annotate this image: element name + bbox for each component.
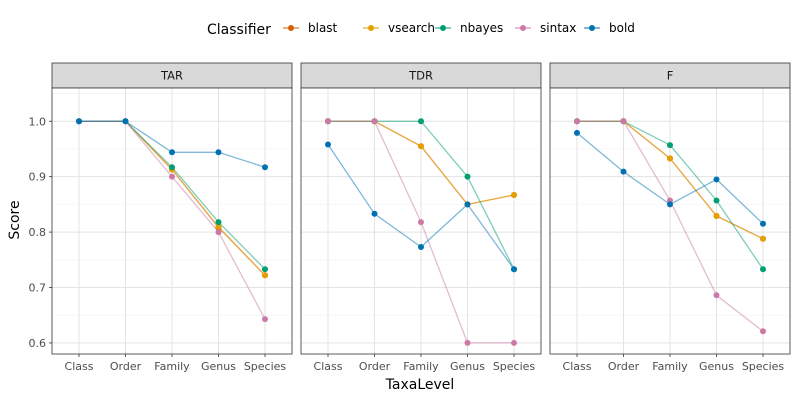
data-point-nbayes xyxy=(262,266,268,273)
legend-item-bold: bold xyxy=(584,21,635,35)
x-tick-label: Family xyxy=(154,360,190,373)
legend-label-blast: blast xyxy=(308,21,338,35)
x-tick-label: Genus xyxy=(699,360,734,373)
facet-strip-label: TAR xyxy=(160,69,183,83)
x-tick-label: Species xyxy=(493,360,536,373)
data-point-bold xyxy=(667,201,673,208)
data-point-sintax xyxy=(574,118,580,125)
legend-key-point-blast xyxy=(288,25,294,31)
data-point-bold xyxy=(76,118,82,125)
data-point-sintax xyxy=(215,229,222,236)
data-point-sintax xyxy=(760,328,766,335)
data-point-vsearch xyxy=(215,223,222,230)
legend-item-blast: blast xyxy=(283,21,338,35)
y-tick-label: 0.9 xyxy=(29,171,47,184)
data-point-sintax xyxy=(262,316,268,323)
data-point-bold xyxy=(511,266,517,273)
legend-key-point-sintax xyxy=(520,25,526,31)
data-point-vsearch xyxy=(713,213,720,220)
facet-strip-label: TDR xyxy=(408,69,433,83)
data-point-vsearch xyxy=(667,155,673,162)
x-tick-label: Genus xyxy=(201,360,236,373)
legend-key-point-bold xyxy=(589,25,595,31)
legend-key-point-vsearch xyxy=(368,25,374,31)
data-point-vsearch xyxy=(511,191,517,198)
data-point-bold xyxy=(713,176,720,183)
panel-TAR: TAR Class Order Family Genus Species 0.6 0.7 0.8… xyxy=(29,62,293,373)
y-tick-label: 0.7 xyxy=(29,282,47,295)
data-point-nbayes xyxy=(713,197,720,204)
data-point-sintax xyxy=(713,292,720,299)
y-axis-title: Score xyxy=(7,200,23,239)
data-point-sintax xyxy=(511,339,517,346)
x-tick-label: Order xyxy=(608,360,640,373)
data-point-vsearch xyxy=(760,235,766,242)
data-point-bold xyxy=(464,201,471,208)
x-tick-label: Family xyxy=(652,360,688,373)
x-tick-label: Order xyxy=(359,360,391,373)
x-tick-label: Genus xyxy=(450,360,485,373)
data-point-bold xyxy=(418,244,424,251)
legend-key-point-nbayes xyxy=(440,25,446,31)
data-point-vsearch xyxy=(418,143,424,150)
data-point-bold xyxy=(262,164,268,171)
data-point-sintax xyxy=(325,118,331,125)
legend-label-nbayes: nbayes xyxy=(460,21,503,35)
legend-label-bold: bold xyxy=(609,21,635,35)
facet-strip xyxy=(300,62,542,89)
x-tick-label: Family xyxy=(403,360,439,373)
legend-item-vsearch: vsearch xyxy=(363,21,435,35)
data-point-bold xyxy=(760,220,766,227)
data-point-nbayes xyxy=(760,266,766,273)
x-tick-label: Class xyxy=(314,360,343,373)
y-tick-label: 0.8 xyxy=(29,226,47,239)
data-point-bold xyxy=(122,118,129,125)
data-point-sintax xyxy=(371,118,378,125)
data-point-nbayes xyxy=(418,118,424,125)
facet-strip-label: F xyxy=(667,69,674,83)
data-point-sintax xyxy=(418,219,424,226)
x-tick-label: Class xyxy=(65,360,94,373)
data-point-bold xyxy=(325,141,331,148)
legend-item-nbayes: nbayes xyxy=(435,21,503,35)
x-axis-title: TaxaLevel xyxy=(385,377,455,393)
legend-title: Classifier xyxy=(207,22,271,38)
panels: TAR Class Order Family Genus Species 0.6 0.7 0.8… xyxy=(29,62,791,373)
legend: Classifier blast vsearch nbayes sintax bold xyxy=(207,21,635,38)
x-tick-label: Species xyxy=(244,360,287,373)
legend-label-sintax: sintax xyxy=(540,21,576,35)
data-point-bold xyxy=(371,210,378,217)
panel-F: F Class Order Family Genus Species xyxy=(549,62,791,373)
facet-strip xyxy=(549,62,791,89)
x-tick-label: Class xyxy=(563,360,592,373)
data-point-nbayes xyxy=(215,219,222,226)
data-point-sintax xyxy=(464,339,471,346)
data-point-sintax xyxy=(620,118,627,125)
data-point-bold xyxy=(574,129,580,136)
data-point-bold xyxy=(215,149,222,156)
y-tick-label: 0.6 xyxy=(29,337,47,350)
y-tick-label: 1.0 xyxy=(29,115,47,128)
legend-item-sintax: sintax xyxy=(515,21,576,35)
data-point-nbayes xyxy=(667,142,673,149)
data-point-bold xyxy=(169,149,175,156)
data-point-bold xyxy=(620,168,627,175)
data-point-nbayes xyxy=(464,173,471,180)
data-point-vsearch xyxy=(262,272,268,279)
x-tick-label: Order xyxy=(110,360,142,373)
facet-strip xyxy=(51,62,293,89)
legend-label-vsearch: vsearch xyxy=(388,21,435,35)
x-tick-label: Species xyxy=(742,360,785,373)
data-point-nbayes xyxy=(169,164,175,171)
panel-TDR: TDR Class Order Family Genus Species xyxy=(300,62,542,373)
data-point-sintax xyxy=(169,173,175,180)
